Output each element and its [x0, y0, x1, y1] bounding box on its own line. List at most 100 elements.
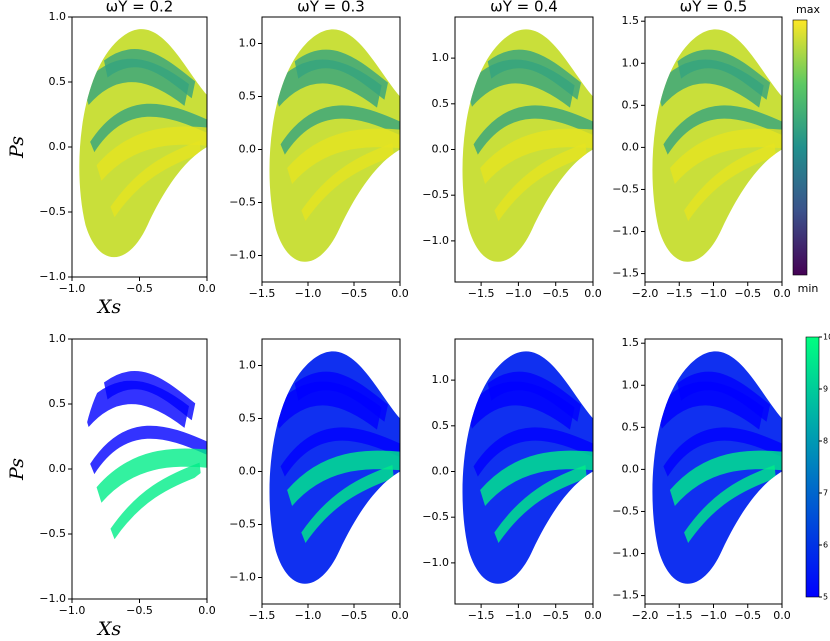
y-tick-label: 1.5: [622, 14, 640, 27]
y-tick-label: 0.0: [49, 462, 67, 475]
x-tick-label: −1.5: [249, 287, 276, 300]
x-tick-label: −1.0: [700, 609, 727, 622]
panel: −2.0 −1.5 −1.0 −0.5 0.0 −1.5 −1.0 −0.5 0.0 0.5 1.0…: [612, 0, 790, 300]
y-tick-label: −0.5: [229, 196, 256, 209]
y-tick-label: −1.0: [229, 249, 256, 262]
x-tick-label: −1.0: [700, 287, 727, 300]
x-tick-label: −1.5: [666, 287, 693, 300]
y-tick-label: 0.5: [239, 90, 257, 103]
panel: −2.0 −1.5 −1.0 −0.5 0.0 −1.5 −1.0 −0.5 0.0 0.5 1.0…: [612, 336, 790, 622]
y-tick-label: 0.0: [49, 140, 67, 153]
x-tick-label: 0.0: [584, 609, 602, 622]
x-tick-label: 0.0: [773, 287, 791, 300]
y-tick-label: −1.0: [229, 571, 256, 584]
colorbar-min-label: min: [798, 282, 819, 295]
colorbar: [792, 19, 808, 276]
density-map: [79, 351, 207, 580]
stripe: [280, 105, 400, 155]
colorbar-tick-label: 8: [823, 437, 828, 446]
density-map: [269, 29, 400, 262]
y-tick-label: 0.5: [239, 412, 257, 425]
stripes: [272, 371, 400, 544]
y-tick-label: −0.5: [39, 205, 66, 218]
stripe: [487, 371, 581, 422]
y-tick-label: 0.5: [432, 419, 450, 432]
y-tick-label: 1.0: [49, 10, 67, 23]
stripe: [96, 126, 207, 181]
y-tick-label: −1.0: [39, 270, 66, 283]
y-tick-label: −0.5: [229, 518, 256, 531]
stripe: [480, 128, 593, 185]
stripe: [669, 450, 782, 507]
stripes: [655, 49, 782, 222]
x-tick-label: −1.0: [59, 604, 86, 617]
stripe: [90, 103, 207, 153]
y-tick-label: 0.5: [622, 98, 640, 111]
stripe: [663, 105, 782, 155]
x-tick-label: 0.0: [773, 609, 791, 622]
panel: −1.5 −1.0 −0.5 0.0 −1.0 −0.5 0.0 0.5 1.0: [422, 338, 602, 622]
panel-title: ωY = 0.2: [106, 0, 174, 16]
stripes: [272, 49, 400, 222]
stripe: [301, 143, 394, 222]
x-tick-label: 0.0: [198, 282, 216, 295]
x-tick-label: −0.5: [341, 287, 368, 300]
x-tick-label: −2.0: [632, 609, 659, 622]
x-tick-label: −0.5: [542, 609, 569, 622]
density-map: [652, 351, 782, 584]
panel: −1.5 −1.0 −0.5 0.0 −1.0 −0.5 0.0 0.5 1.0: [229, 338, 409, 622]
density-map: [79, 29, 207, 258]
stripes: [82, 49, 207, 218]
y-tick-label: −0.5: [39, 527, 66, 540]
colorbar-max-label: max: [796, 3, 820, 16]
x-tick-label: −0.5: [126, 604, 153, 617]
colorbar-tick-label: 9: [823, 385, 828, 394]
x-tick-label: 0.0: [198, 604, 216, 617]
stripe: [280, 427, 400, 477]
stripes: [82, 371, 207, 540]
panel-title: ωY = 0.3: [297, 0, 365, 16]
x-tick-label: −1.5: [468, 287, 495, 300]
y-tick-label: −1.0: [612, 225, 639, 238]
x-tick-label: −0.5: [734, 287, 761, 300]
stripe: [301, 465, 394, 544]
y-tick-label: 0.0: [239, 143, 257, 156]
x-tick-label: −0.5: [126, 282, 153, 295]
panel: −1.5 −1.0 −0.5 0.0 −1.0 −0.5 0.0 0.5 1.0 ωY = 0.3: [229, 0, 408, 300]
stripes: [465, 49, 593, 222]
x-tick-label: −0.5: [734, 609, 761, 622]
y-tick-label: 0.0: [432, 143, 450, 156]
stripe: [103, 371, 196, 421]
y-tick-label: 0.0: [622, 462, 640, 475]
y-axis-label: Ps: [6, 136, 28, 159]
y-tick-label: −0.5: [422, 510, 449, 523]
stripe: [684, 143, 776, 222]
stripe: [272, 59, 382, 108]
y-tick-label: 0.5: [432, 97, 450, 110]
y-tick-label: −1.0: [39, 592, 66, 605]
colorbar: [805, 336, 820, 598]
stripe: [294, 371, 388, 422]
panel: −1.0 −0.5 0.0 −1.0 −0.5 0.0 0.5 1.0 ωY = 0.2 Xs Ps: [6, 0, 216, 318]
stripe: [294, 49, 388, 100]
stripe: [677, 371, 771, 422]
x-tick-label: 0.0: [391, 287, 409, 300]
stripe: [473, 105, 593, 155]
x-tick-label: −1.5: [249, 609, 276, 622]
stripe: [684, 465, 776, 544]
density-map: [269, 351, 400, 584]
stripe: [677, 49, 771, 100]
y-tick-label: 0.0: [622, 140, 640, 153]
colorbar-tick-label: 6: [823, 541, 828, 550]
x-tick-label: −1.0: [295, 609, 322, 622]
density-map: [462, 351, 593, 584]
stripe: [82, 380, 190, 428]
x-tick-label: −1.0: [505, 287, 532, 300]
y-tick-label: 0.0: [432, 465, 450, 478]
stripe: [480, 450, 593, 507]
stripe: [465, 59, 575, 108]
x-tick-label: −1.0: [295, 287, 322, 300]
y-axis-label: Ps: [6, 458, 28, 481]
stripes: [465, 371, 593, 544]
